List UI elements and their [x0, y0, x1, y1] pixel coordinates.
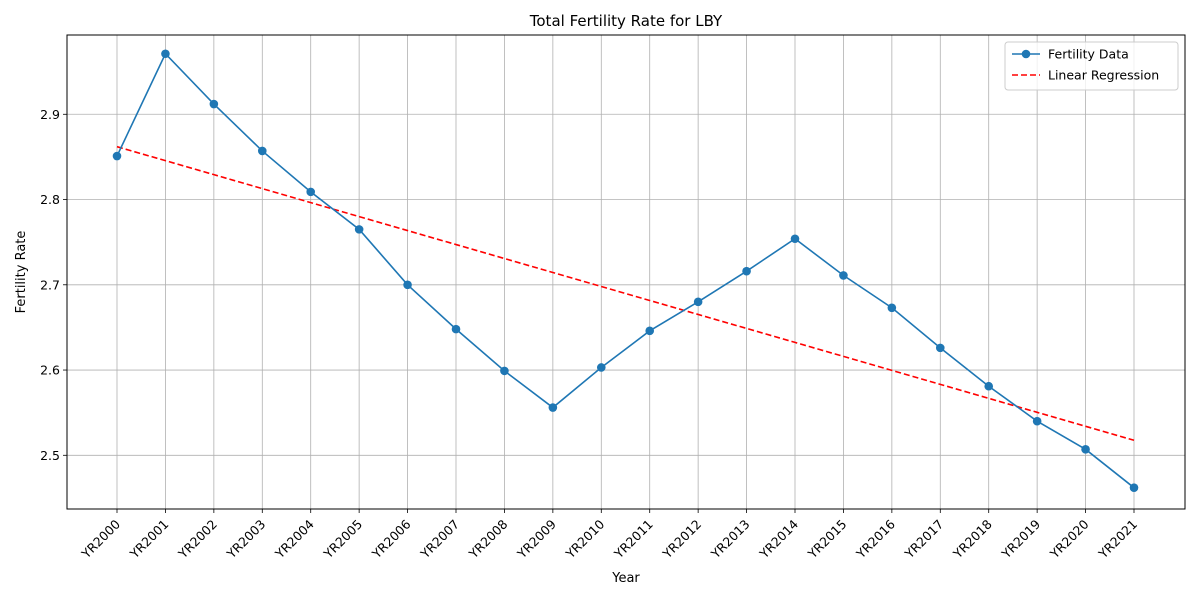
x-tick-label: YR2008 — [465, 516, 510, 561]
data-point — [257, 146, 267, 156]
y-tick-label: 2.5 — [40, 448, 60, 463]
data-point — [984, 381, 994, 391]
y-ticks: 2.5 2.6 2.7 2.8 2.9 — [40, 107, 67, 463]
legend: Fertility Data Linear Regression — [1004, 41, 1179, 91]
series-line-fertility-data — [116, 52, 1135, 489]
grid-layer — [67, 35, 1185, 509]
data-point — [645, 326, 655, 336]
series-layer — [112, 49, 1139, 492]
x-tick-label: YR2000 — [78, 516, 123, 561]
legend-label-linear-regression: Linear Regression — [1048, 68, 1159, 83]
y-tick-label: 2.7 — [40, 277, 60, 292]
data-point — [839, 271, 848, 280]
legend-box — [1004, 41, 1179, 91]
data-point — [1081, 445, 1090, 454]
plot-frame — [66, 34, 1186, 510]
data-point — [935, 343, 945, 353]
data-point — [1129, 483, 1139, 492]
x-tick-label: YR2016 — [853, 516, 898, 561]
x-tick-label: YR2009 — [514, 516, 559, 561]
data-point — [161, 49, 170, 59]
data-point — [306, 187, 316, 197]
data-point — [548, 403, 558, 412]
x-tick-label: YR2012 — [659, 517, 704, 562]
x-ticks: YR2000 YR2001 YR2002 YR2003 YR2004 YR2005 YR20… — [78, 509, 1140, 562]
x-tick-label: YR2010 — [562, 516, 607, 561]
x-tick-label: YR2021 — [1095, 517, 1140, 562]
x-tick-label: YR2015 — [804, 517, 849, 562]
x-tick-label: YR2007 — [417, 517, 462, 562]
x-axis-label: Year — [611, 571, 640, 586]
data-point — [693, 297, 703, 307]
data-point — [500, 366, 509, 376]
legend-marker-fertility-data — [1021, 49, 1031, 59]
x-tick-label: YR2011 — [610, 517, 655, 562]
legend-label-fertility-data: Fertility Data — [1048, 47, 1129, 62]
x-tick-label: YR2006 — [368, 516, 413, 561]
x-tick-label: YR2001 — [126, 517, 171, 562]
y-axis-label: Fertility Rate — [14, 231, 29, 314]
y-tick-label: 2.8 — [40, 192, 60, 207]
x-tick-label: YR2004 — [271, 516, 316, 561]
x-tick-label: YR2014 — [756, 516, 801, 561]
data-point — [742, 266, 751, 276]
x-tick-label: YR2005 — [320, 517, 365, 562]
data-point — [1032, 416, 1042, 426]
x-tick-label: YR2017 — [901, 517, 946, 562]
x-tick-label: YR2019 — [998, 516, 1043, 561]
data-point — [887, 303, 897, 313]
x-tick-label: YR2003 — [223, 517, 268, 562]
y-tick-label: 2.9 — [40, 107, 60, 122]
x-tick-label: YR2020 — [1046, 516, 1091, 561]
data-point — [354, 225, 364, 234]
data-point — [451, 324, 461, 334]
data-point — [403, 280, 412, 290]
x-tick-label: YR2018 — [949, 516, 994, 561]
data-point — [596, 363, 606, 372]
data-point — [209, 99, 219, 109]
x-tick-label: YR2013 — [707, 517, 752, 562]
data-point — [790, 234, 800, 244]
chart-title: Total Fertility Rate for LBY — [529, 12, 723, 30]
data-point — [112, 151, 122, 161]
series-line-linear-regression — [116, 145, 1135, 442]
y-tick-label: 2.6 — [40, 363, 60, 378]
x-tick-label: YR2002 — [175, 517, 220, 562]
